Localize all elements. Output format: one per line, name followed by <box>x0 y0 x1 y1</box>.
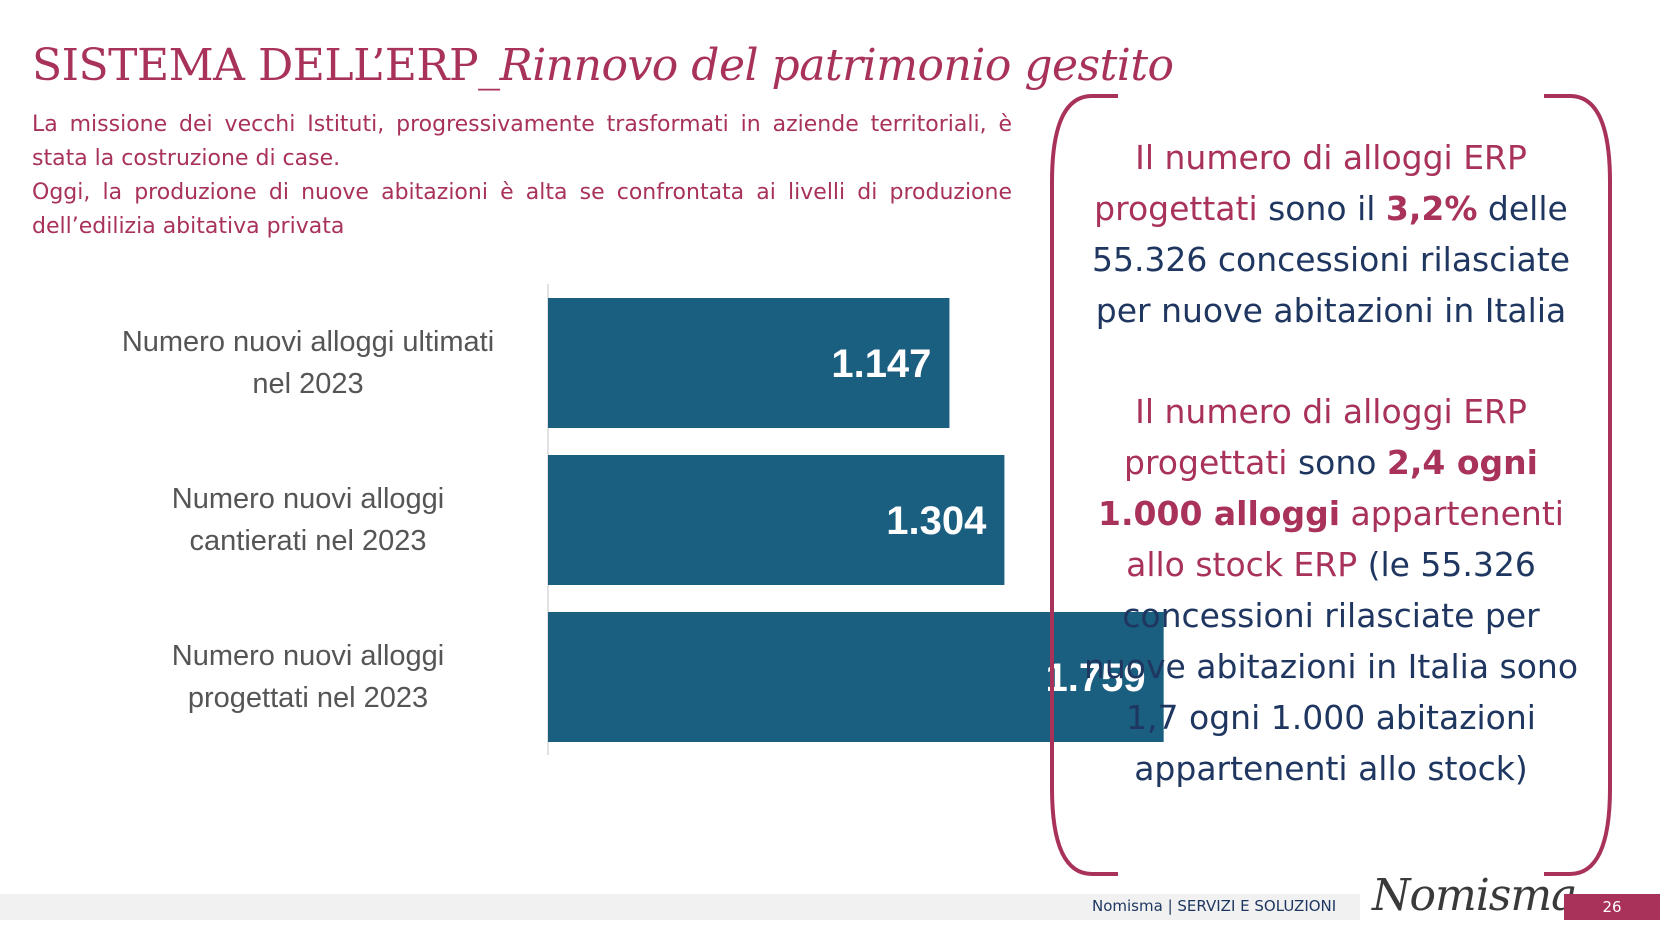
callout-bracket-frame <box>1050 94 1612 876</box>
callout-2-part-4: appartenenti allo stock ERP <box>1126 494 1564 584</box>
callout-2-part-2: sono <box>1287 443 1387 482</box>
category-label-1: Numero nuovi alloggi cantierati nel 2023 <box>93 478 523 562</box>
callout-text: Il numero di alloggi ERP progettati sono… <box>1068 132 1594 794</box>
intro-paragraph-2: Oggi, la produzione di nuove abitazioni … <box>32 180 1012 239</box>
bar-chart: 1.147 1.304 1.759 Numero nuovi alloggi ult… <box>0 280 1164 760</box>
category-label-line: progettati nel 2023 <box>187 682 429 714</box>
intro-paragraph-1: La missione dei vecchi Istituti, progres… <box>32 112 1012 171</box>
bar-value-label-2: 1.759 <box>1046 656 1146 700</box>
callout-2-highlight: 2,4 ogni 1.000 alloggi <box>1098 443 1538 533</box>
callout-2-part-5: (le 55.326 concessioni rilasciate per nu… <box>1083 545 1579 788</box>
intro-text: La missione dei vecchi Istituti, progres… <box>32 108 1012 244</box>
callout-1-part-4: delle 55.326 concessioni rilasciate per … <box>1091 189 1571 330</box>
title-main: SISTEMA DELL’ERP_ <box>32 40 500 91</box>
callout-box: Il numero di alloggi ERP progettati sono… <box>1048 92 1614 878</box>
footer-bar <box>0 894 1360 920</box>
bar-value-label-0: 1.147 <box>831 342 931 386</box>
callout-1-part-2: sono il <box>1257 189 1386 228</box>
title-subtitle: Rinnovo del patrimonio gestito <box>499 40 1174 91</box>
callout-block-1: Il numero di alloggi ERP progettati sono… <box>1068 132 1594 336</box>
bar-2 <box>548 612 1164 742</box>
footer-text: Nomisma | SERVIZI E SOLUZIONI <box>1092 897 1337 915</box>
bar-chart-svg: 1.147 1.304 1.759 <box>547 284 1164 755</box>
page-title: SISTEMA DELL’ERP_Rinnovo del patrimonio … <box>32 40 1174 91</box>
bar-0 <box>548 298 950 428</box>
category-label-line: Numero nuovi alloggi <box>171 483 445 515</box>
callout-2-part-1: Il numero di alloggi ERP progettati <box>1124 392 1527 482</box>
callout-1-part-1: Il numero di alloggi ERP progettati <box>1094 138 1527 228</box>
category-label-line: nel 2023 <box>252 368 364 400</box>
nomisma-logo: Nomisma <box>1372 870 1577 921</box>
category-label-0: Numero nuovi alloggi ultimati nel 2023 <box>93 321 523 405</box>
callout-gap <box>1068 336 1594 386</box>
category-label-line: Numero nuovi alloggi ultimati <box>121 326 495 358</box>
page-number: 26 <box>1564 894 1660 920</box>
callout-block-2: Il numero di alloggi ERP progettati sono… <box>1068 386 1594 794</box>
bar-1 <box>548 455 1005 585</box>
category-label-line: cantierati nel 2023 <box>189 525 427 557</box>
callout-1-highlight: 3,2% <box>1385 189 1478 228</box>
bar-value-label-1: 1.304 <box>886 499 987 543</box>
category-label-line: Numero nuovi alloggi <box>171 640 445 672</box>
category-label-2: Numero nuovi alloggi progettati nel 2023 <box>93 635 523 719</box>
